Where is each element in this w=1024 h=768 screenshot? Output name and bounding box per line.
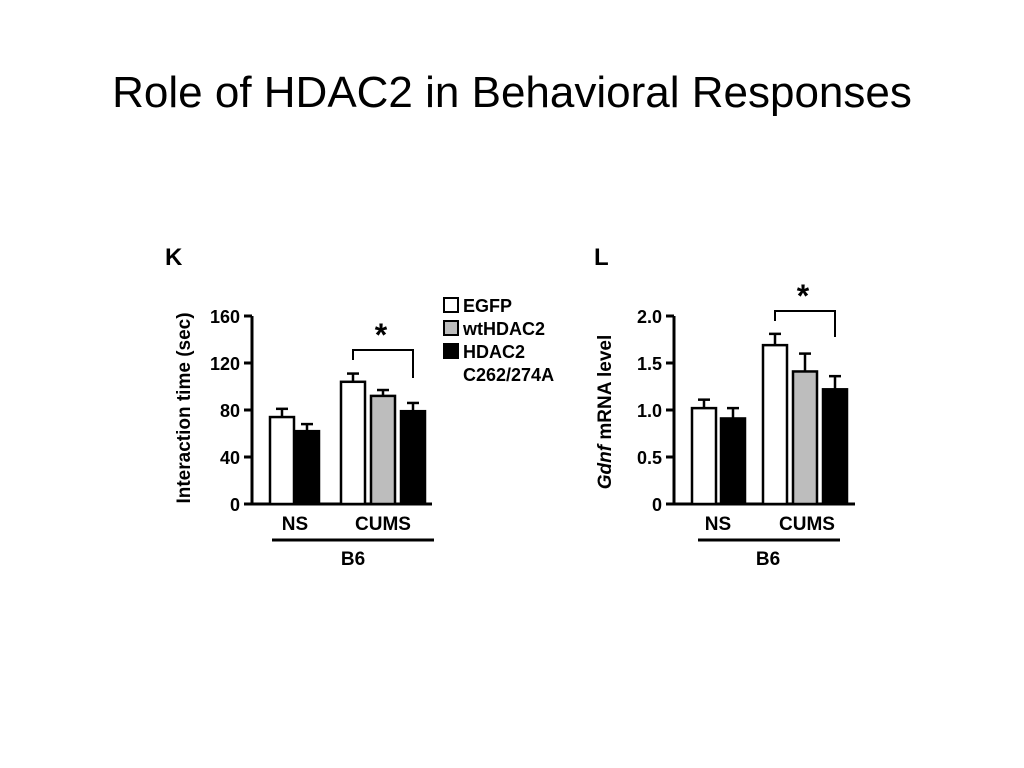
legend-label-wthdac2: wtHDAC2 bbox=[462, 319, 545, 339]
l-bar bbox=[761, 343, 789, 506]
k-significance-star: * bbox=[375, 317, 388, 353]
k-category-cums: CUMS bbox=[355, 514, 411, 535]
k-bar bbox=[293, 429, 321, 506]
l-category-ns: NS bbox=[705, 514, 731, 535]
l-significance-star: * bbox=[797, 278, 810, 314]
k-group-label: B6 bbox=[341, 549, 365, 570]
l-y-axis-label: Gdnf mRNA level bbox=[595, 335, 616, 490]
l-bar bbox=[791, 370, 819, 506]
legend-label-hdac2: HDAC2 bbox=[463, 342, 525, 362]
k-category-ns: NS bbox=[282, 514, 308, 535]
slide-title: Role of HDAC2 in Behavioral Responses bbox=[112, 68, 912, 117]
l-category-cums: CUMS bbox=[779, 514, 835, 535]
legend-swatch-hdac2 bbox=[443, 343, 459, 359]
l-significance-bracket bbox=[774, 310, 836, 337]
legend-label-egfp: EGFP bbox=[463, 296, 512, 316]
l-bar bbox=[719, 417, 747, 506]
l-y-tick-label: 1.0 bbox=[637, 401, 662, 421]
k-y-axis-label: Interaction time (sec) bbox=[174, 312, 195, 503]
l-y-tick-label: 1.5 bbox=[637, 354, 662, 374]
l-y-tick-label: 2.0 bbox=[637, 307, 662, 327]
l-bar bbox=[690, 406, 718, 506]
l-bar bbox=[821, 388, 849, 506]
legend-label-hdac2-mutant: C262/274A bbox=[463, 365, 554, 385]
l-group-label: B6 bbox=[756, 549, 780, 570]
panel-label-k: K bbox=[165, 244, 183, 271]
panel-label-l: L bbox=[594, 244, 609, 271]
k-bar bbox=[339, 380, 367, 506]
k-bar bbox=[399, 409, 427, 506]
k-bar bbox=[268, 415, 296, 506]
panel-l-chart: L Gdnf mRNA level 0 0.5 1.0 1.5 2.0 B6 NS CU… bbox=[594, 244, 855, 570]
k-y-tick-label: 0 bbox=[230, 495, 240, 515]
k-y-tick-label: 120 bbox=[210, 354, 240, 374]
k-y-tick-label: 160 bbox=[210, 307, 240, 327]
l-y-axis-label-text: mRNA level bbox=[595, 335, 616, 440]
legend: EGFP wtHDAC2 HDAC2 C262/274A bbox=[443, 296, 554, 385]
l-y-tick-label: 0.5 bbox=[637, 448, 662, 468]
l-y-axis-label-gene: Gdnf bbox=[595, 443, 616, 489]
k-significance-bracket bbox=[352, 349, 414, 378]
k-y-tick-label: 80 bbox=[220, 401, 240, 421]
legend-swatch-egfp bbox=[443, 297, 459, 313]
legend-swatch-wthdac2 bbox=[443, 320, 459, 336]
l-y-tick-label: 0 bbox=[652, 495, 662, 515]
k-y-tick-label: 40 bbox=[220, 448, 240, 468]
k-bar bbox=[369, 394, 397, 506]
